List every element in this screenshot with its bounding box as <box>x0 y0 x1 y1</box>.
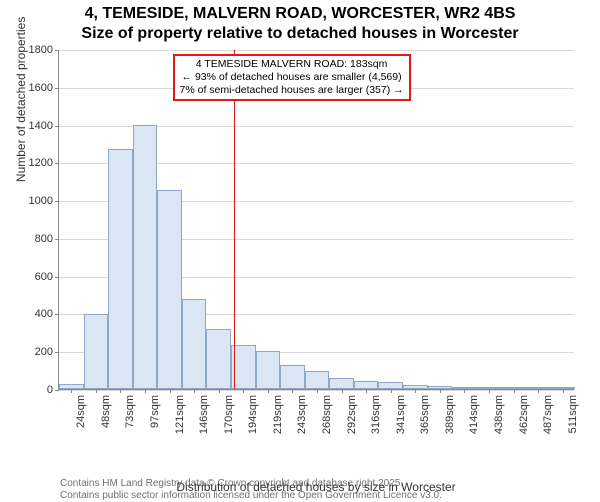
y-axis-title: Number of detached properties <box>14 17 28 182</box>
histogram-bar <box>157 190 182 389</box>
xtick-label: 48sqm <box>100 395 112 428</box>
ytick-mark <box>55 163 59 164</box>
title-line1: 4, TEMESIDE, MALVERN ROAD, WORCESTER, WR… <box>0 4 600 24</box>
ytick-label: 1000 <box>29 195 53 207</box>
xtick-mark <box>538 389 539 393</box>
xtick-mark <box>71 389 72 393</box>
xtick-mark <box>563 389 564 393</box>
ytick-mark <box>55 50 59 51</box>
xtick-mark <box>292 389 293 393</box>
ytick-label: 0 <box>47 384 53 396</box>
histogram-bar <box>378 382 403 389</box>
xtick-label: 414sqm <box>468 395 480 434</box>
ytick-mark <box>55 126 59 127</box>
ytick-mark <box>55 277 59 278</box>
xtick-mark <box>170 389 171 393</box>
xtick-label: 219sqm <box>272 395 284 434</box>
annotation-line: 4 TEMESIDE MALVERN ROAD: 183sqm <box>180 58 404 71</box>
xtick-label: 365sqm <box>419 395 431 434</box>
annotation-line: ← 93% of detached houses are smaller (4,… <box>180 71 404 84</box>
xtick-mark <box>96 389 97 393</box>
xtick-mark <box>464 389 465 393</box>
histogram-bar <box>354 381 379 389</box>
ytick-mark <box>55 88 59 89</box>
title-line2: Size of property relative to detached ho… <box>0 24 600 44</box>
xtick-mark <box>317 389 318 393</box>
chart-container: Number of detached properties 0200400600… <box>58 50 574 430</box>
xtick-label: 97sqm <box>149 395 161 428</box>
chart-title-block: 4, TEMESIDE, MALVERN ROAD, WORCESTER, WR… <box>0 0 600 44</box>
xtick-label: 341sqm <box>395 395 407 434</box>
ytick-mark <box>55 239 59 240</box>
xtick-mark <box>391 389 392 393</box>
histogram-bar <box>84 314 109 389</box>
xtick-mark <box>415 389 416 393</box>
ytick-label: 1400 <box>29 120 53 132</box>
xtick-label: 121sqm <box>174 395 186 434</box>
gridline <box>59 50 574 51</box>
xtick-label: 194sqm <box>247 395 259 434</box>
histogram-bar <box>256 351 281 389</box>
xtick-label: 170sqm <box>223 395 235 434</box>
ytick-label: 600 <box>35 271 53 283</box>
histogram-bar <box>108 149 133 389</box>
histogram-bar <box>329 378 354 389</box>
ytick-label: 1200 <box>29 157 53 169</box>
xtick-label: 462sqm <box>518 395 530 434</box>
xtick-mark <box>489 389 490 393</box>
ytick-label: 1600 <box>29 82 53 94</box>
xtick-mark <box>342 389 343 393</box>
xtick-label: 268sqm <box>321 395 333 434</box>
ytick-label: 1800 <box>29 44 53 56</box>
histogram-bar <box>305 371 330 389</box>
ytick-label: 800 <box>35 233 53 245</box>
xtick-label: 487sqm <box>542 395 554 434</box>
plot-area: 02004006008001000120014001600180024sqm48… <box>58 50 574 390</box>
ytick-label: 200 <box>35 346 53 358</box>
histogram-bar <box>133 125 158 389</box>
histogram-bar <box>182 299 207 389</box>
xtick-mark <box>120 389 121 393</box>
xtick-label: 438sqm <box>493 395 505 434</box>
xtick-label: 24sqm <box>75 395 87 428</box>
xtick-label: 243sqm <box>296 395 308 434</box>
ytick-mark <box>55 314 59 315</box>
xtick-label: 73sqm <box>124 395 136 428</box>
annotation-box: 4 TEMESIDE MALVERN ROAD: 183sqm← 93% of … <box>173 54 411 101</box>
xtick-mark <box>440 389 441 393</box>
annotation-line: 7% of semi-detached houses are larger (3… <box>180 84 404 97</box>
xtick-mark <box>366 389 367 393</box>
ytick-mark <box>55 390 59 391</box>
x-axis-title: Distribution of detached houses by size … <box>176 480 455 494</box>
xtick-label: 316sqm <box>370 395 382 434</box>
xtick-mark <box>219 389 220 393</box>
ytick-label: 400 <box>35 308 53 320</box>
xtick-mark <box>194 389 195 393</box>
xtick-mark <box>268 389 269 393</box>
ytick-mark <box>55 201 59 202</box>
xtick-mark <box>145 389 146 393</box>
xtick-label: 511sqm <box>567 395 579 433</box>
histogram-bar <box>206 329 231 389</box>
xtick-label: 146sqm <box>198 395 210 434</box>
histogram-bar <box>280 365 305 389</box>
ytick-mark <box>55 352 59 353</box>
xtick-label: 389sqm <box>444 395 456 434</box>
xtick-mark <box>243 389 244 393</box>
xtick-mark <box>514 389 515 393</box>
xtick-label: 292sqm <box>346 395 358 434</box>
